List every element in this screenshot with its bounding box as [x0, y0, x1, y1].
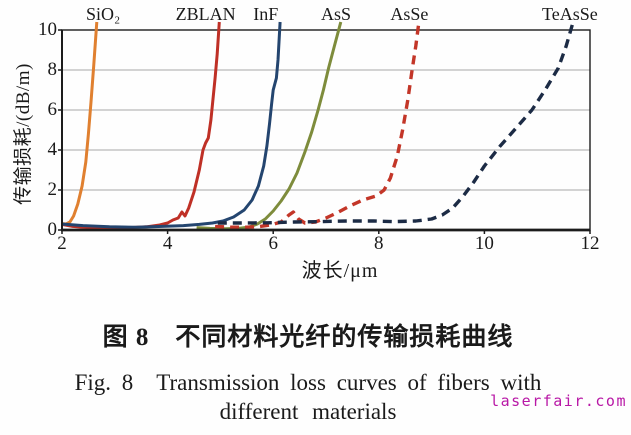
y-tick-label-10: 10: [38, 19, 57, 40]
y-tick-label-0: 0: [47, 219, 58, 240]
y-tick-label-4: 4: [47, 139, 58, 160]
caption-english-line2: different materials: [219, 399, 397, 424]
watermark-text: laserfair.com: [490, 392, 627, 410]
caption-chinese: 图 8 不同材料光纤的传输损耗曲线: [102, 324, 514, 351]
curve-label-asse: AsSe: [390, 4, 429, 24]
curve-sio: [61, 21, 99, 226]
plot-canvas: [58, 21, 591, 234]
x-tick-label-6: 6: [268, 233, 278, 254]
x-tick-label-2: 2: [57, 233, 67, 254]
curve-label-ass: AsS: [321, 4, 352, 24]
plot-frame: [61, 29, 591, 231]
curve-asse: [215, 21, 421, 229]
curve-inf: [61, 21, 282, 229]
y-tick-label-6: 6: [47, 99, 58, 120]
curve-label-zblan: ZBLAN: [175, 4, 236, 24]
transmission-loss-chart: 传输损耗/(dB/m) 波长/μm 0 2 4 6 8 10 2 4 6 8 10 12 SiO₂ ZB…: [13, 4, 600, 282]
x-axis-label: 波长/μm: [301, 260, 379, 282]
y-tick-label-2: 2: [47, 179, 58, 200]
curve-label-sio: SiO₂: [86, 4, 121, 24]
curve-label-inf: InF: [253, 4, 279, 24]
x-tick-label-12: 12: [580, 233, 600, 254]
x-tick-label-4: 4: [162, 233, 173, 254]
y-tick-label-8: 8: [47, 59, 58, 80]
curve-teasse: [217, 21, 575, 225]
curve-zblan: [61, 21, 221, 230]
curve-label-teasse: TeAsSe: [542, 4, 598, 24]
caption-english-line1: Fig. 8 Transmission loss curves of fiber…: [74, 370, 542, 395]
x-tick-label-10: 10: [474, 233, 494, 254]
x-tick-label-8: 8: [374, 233, 384, 254]
